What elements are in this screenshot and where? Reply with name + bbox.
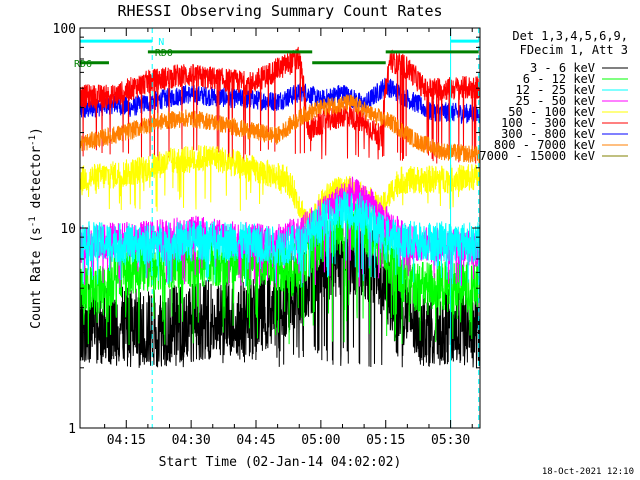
legend-label-300-800-kev: 300 - 800 keV: [501, 127, 595, 141]
x-tick-label: 05:30: [431, 433, 470, 448]
x-tick-label: 04:15: [107, 433, 146, 448]
series-line-12-25-kev: [79, 191, 481, 288]
x-tick-label: 05:15: [366, 433, 405, 448]
series-layer: [79, 46, 481, 369]
series-800-7000-kev: [79, 93, 481, 164]
legend-label-12-25-kev: 12 - 25 keV: [516, 83, 595, 97]
chart-title: RHESSI Observing Summary Count Rates: [117, 2, 442, 20]
series-line-50-100-kev: [79, 145, 481, 237]
legend-label-7000-15000-kev: 7000 - 15000 keV: [479, 149, 595, 163]
series-line-800-7000-kev: [79, 93, 481, 164]
x-axis-label: Start Time (02-Jan-14 04:02:02): [159, 455, 402, 470]
y-tick-label: 10: [60, 222, 76, 237]
legend-label-800-7000-kev: 800 - 7000 keV: [494, 138, 595, 152]
series-100-300-kev: [79, 46, 481, 164]
rd0-label: RD0: [155, 48, 173, 59]
axes-layer: 1 10 100 04:15 04:30 04:45 05:00 05:15 05:30: [53, 22, 480, 448]
series-line-300-800-kev: [79, 77, 481, 125]
y-axis-label: Count Rate (s-1 detector-1): [28, 127, 44, 329]
n-bar-label: N: [158, 37, 164, 48]
series-12-25-kev: [79, 191, 481, 288]
legend-label-3-6-kev: 3 - 6 keV: [530, 61, 595, 75]
timestamp: 18-Oct-2021 12:10: [542, 467, 634, 477]
legend-label-6-12-kev: 6 - 12 keV: [523, 72, 595, 86]
legend-label-50-100-kev: 50 - 100 keV: [508, 105, 595, 119]
series-300-800-kev: [79, 77, 481, 125]
rd6-label: RD6: [74, 59, 92, 70]
y-tick-label: 1: [68, 422, 76, 437]
series-line-100-300-kev: [79, 46, 481, 164]
legend: Det 1,3,4,5,6,9, FDecim 1, Att 3 3 - 6 k…: [479, 29, 628, 163]
legend-label-100-300-kev: 100 - 300 keV: [501, 116, 595, 130]
x-tick-label: 05:00: [301, 433, 340, 448]
legend-label-25-50-kev: 25 - 50 keV: [516, 94, 595, 108]
x-tick-label: 04:45: [236, 433, 275, 448]
x-tick-label: 04:30: [172, 433, 211, 448]
legend-header-line-2: FDecim 1, Att 3: [520, 43, 628, 57]
legend-header-line-1: Det 1,3,4,5,6,9,: [512, 29, 628, 43]
y-tick-label: 100: [53, 22, 76, 37]
series-50-100-kev: [79, 145, 481, 237]
